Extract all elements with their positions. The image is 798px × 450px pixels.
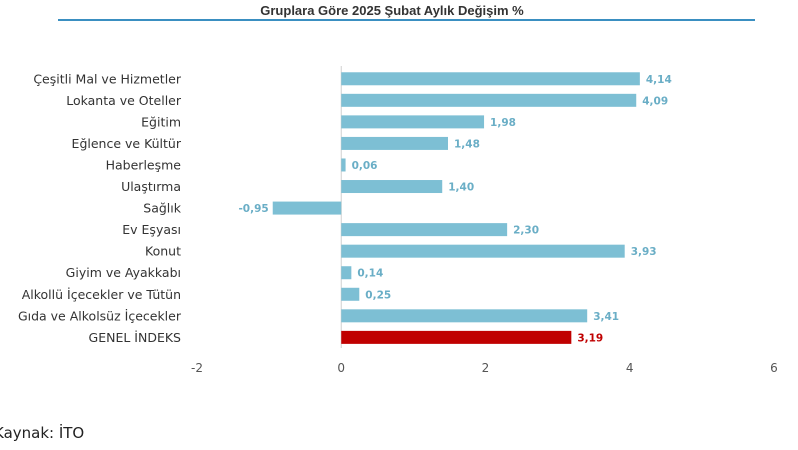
bar xyxy=(341,158,346,172)
x-tick-label: 2 xyxy=(482,361,490,375)
data-label: 0,06 xyxy=(352,160,378,172)
data-label: 0,14 xyxy=(357,268,383,280)
category-label: Lokanta ve Oteller xyxy=(66,93,182,108)
data-label: 1,98 xyxy=(490,117,516,129)
category-label: Çeşitli Mal ve Hizmetler xyxy=(33,71,182,86)
bar xyxy=(272,201,342,215)
data-label: 4,14 xyxy=(646,74,672,86)
bar xyxy=(341,287,360,301)
bar xyxy=(341,136,448,150)
source-note: Kaynak: İTO xyxy=(0,424,85,442)
data-label: 1,48 xyxy=(454,138,480,150)
bar xyxy=(341,266,352,280)
chart-title: Gruplara Göre 2025 Şubat Aylık Değişim % xyxy=(260,3,524,18)
category-label: GENEL İNDEKS xyxy=(89,330,182,345)
x-tick-label: 6 xyxy=(770,361,778,375)
category-label: Haberleşme xyxy=(106,157,182,172)
category-label: Gıda ve Alkolsüz İçecekler xyxy=(18,308,182,323)
category-label: Alkollü İçecekler ve Tütün xyxy=(22,287,181,302)
x-tick-label: 4 xyxy=(626,361,634,375)
category-label: Ulaştırma xyxy=(121,179,181,194)
category-label: Sağlık xyxy=(143,201,181,216)
bar xyxy=(341,309,588,323)
category-label: Eğitim xyxy=(141,114,181,129)
data-label: 0,25 xyxy=(365,289,391,301)
data-label: 1,40 xyxy=(448,182,474,194)
bar xyxy=(341,115,485,129)
bar xyxy=(341,72,640,86)
bar xyxy=(341,330,572,344)
bar xyxy=(341,244,625,258)
data-labels: 4,14 4,09 1,98 1,48 0,06 1,40 -0,95 2,30 3,93 0,1… xyxy=(238,74,671,345)
data-label: 2,30 xyxy=(513,225,539,237)
data-label: -0,95 xyxy=(238,203,268,215)
data-label: 3,41 xyxy=(593,311,619,323)
bar xyxy=(341,180,443,194)
data-label: 3,93 xyxy=(631,246,657,258)
bar xyxy=(341,223,508,237)
x-tick-label: -2 xyxy=(191,361,203,375)
x-axis-ticks: -2 0 2 4 6 xyxy=(191,361,778,375)
x-tick-label: 0 xyxy=(337,361,345,375)
bar xyxy=(341,93,637,107)
category-label: Giyim ve Ayakkabı xyxy=(66,265,181,280)
data-label: 3,19 xyxy=(577,332,603,344)
data-label: 4,09 xyxy=(642,95,668,107)
category-label: Ev Eşyası xyxy=(122,222,181,237)
bars-layer xyxy=(272,72,640,344)
category-label: Eğlence ve Kültür xyxy=(72,136,182,151)
category-labels: Çeşitli Mal ve Hizmetler Lokanta ve Otell… xyxy=(18,71,182,345)
category-label: Konut xyxy=(145,244,181,259)
